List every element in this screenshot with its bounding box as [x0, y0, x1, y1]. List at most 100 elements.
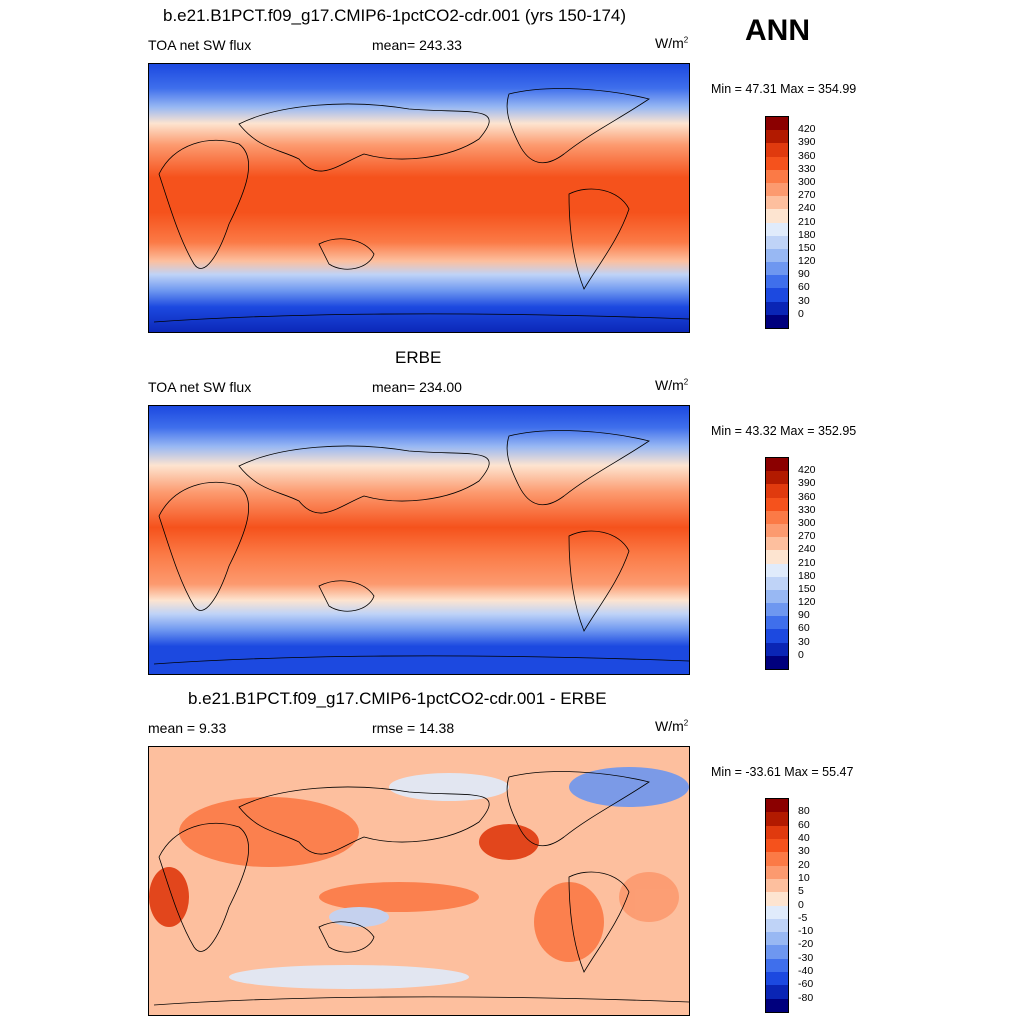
colorbar-tick-label: 210 — [798, 556, 816, 569]
colorbar-swatch — [766, 812, 788, 826]
panel1-mean-label: mean= 243.33 — [372, 37, 462, 53]
colorbar-swatch — [766, 629, 788, 643]
colorbar-swatch — [766, 182, 788, 197]
colorbar-tick-label: 10 — [798, 871, 810, 884]
colorbar-tick-label: 210 — [798, 215, 816, 228]
colorbar-tick-label: 20 — [798, 858, 810, 871]
colorbar-swatch — [766, 998, 788, 1012]
panel2-units-label: W/m2 — [655, 377, 689, 393]
colorbar-tick-label: -20 — [798, 938, 814, 951]
panel3-rmse-label: rmse = 14.38 — [372, 720, 455, 736]
colorbar-swatch — [766, 576, 788, 590]
colorbar-swatch — [766, 235, 788, 249]
colorbar-swatch — [766, 222, 788, 236]
colorbar-tick-label: 180 — [798, 569, 816, 582]
colorbar-swatch — [766, 825, 788, 839]
panel3-title: b.e21.B1PCT.f09_g17.CMIP6-1pctCO2-cdr.00… — [188, 689, 607, 708]
colorbar-swatch — [766, 458, 788, 472]
colorbar-tick-label: 240 — [798, 202, 816, 215]
colorbar-swatch — [766, 985, 788, 999]
colorbar-tick-label: 90 — [798, 268, 810, 281]
colorbar-swatch — [766, 143, 788, 157]
colorbar-swatch — [766, 958, 788, 973]
colorbar-swatch — [766, 563, 788, 577]
colorbar-swatch — [766, 838, 788, 853]
panel3-colorbar — [765, 798, 789, 1013]
colorbar-swatch — [766, 918, 788, 933]
colorbar-swatch — [766, 510, 788, 524]
colorbar-tick-label: -80 — [798, 991, 814, 1004]
panel2-map — [148, 405, 690, 675]
colorbar-tick-label: 270 — [798, 189, 816, 202]
panel3-mean-label: mean = 9.33 — [148, 720, 227, 736]
panel1-minmax: Min = 47.31 Max = 354.99 — [711, 82, 857, 96]
panel1-units-label: W/m2 — [655, 35, 689, 51]
colorbar-tick-label: 30 — [798, 294, 810, 307]
colorbar-swatch — [766, 497, 788, 511]
colorbar-swatch — [766, 865, 788, 879]
colorbar-tick-label: 180 — [798, 228, 816, 241]
colorbar-tick-label: -30 — [798, 951, 814, 964]
panel3-map — [148, 746, 690, 1016]
panel3-units-label: W/m2 — [655, 718, 689, 734]
colorbar-tick-label: 80 — [798, 805, 810, 818]
colorbar-tick-label: 150 — [798, 241, 816, 254]
colorbar-swatch — [766, 471, 788, 485]
colorbar-tick-label: -40 — [798, 965, 814, 978]
colorbar-tick-label: 0 — [798, 898, 804, 911]
colorbar-tick-label: 300 — [798, 175, 816, 188]
colorbar-tick-label: 150 — [798, 582, 816, 595]
colorbar-swatch — [766, 537, 788, 551]
colorbar-swatch — [766, 589, 788, 604]
colorbar-swatch — [766, 616, 788, 630]
panel2-mean-label: mean= 234.00 — [372, 379, 462, 395]
colorbar-tick-label: 40 — [798, 831, 810, 844]
colorbar-tick-label: -10 — [798, 925, 814, 938]
colorbar-tick-label: 420 — [798, 123, 816, 136]
colorbar-tick-label: 270 — [798, 530, 816, 543]
panel2-colorbar — [765, 457, 789, 670]
colorbar-swatch — [766, 130, 788, 144]
colorbar-swatch — [766, 523, 788, 538]
panel2-minmax: Min = 43.32 Max = 352.95 — [711, 424, 857, 438]
colorbar-swatch — [766, 945, 788, 959]
colorbar-tick-label: 360 — [798, 490, 816, 503]
colorbar-swatch — [766, 288, 788, 302]
colorbar-tick-label: 60 — [798, 281, 810, 294]
colorbar-swatch — [766, 169, 788, 183]
colorbar-tick-label: 120 — [798, 255, 816, 268]
colorbar-tick-label: 5 — [798, 885, 804, 898]
colorbar-tick-label: -5 — [798, 911, 808, 924]
colorbar-tick-label: 360 — [798, 149, 816, 162]
panel2-title: ERBE — [395, 348, 442, 367]
colorbar-swatch — [766, 484, 788, 498]
colorbar-tick-label: 0 — [798, 648, 804, 661]
colorbar-swatch — [766, 314, 788, 328]
panel3-minmax: Min = -33.61 Max = 55.47 — [711, 765, 854, 779]
colorbar-swatch — [766, 248, 788, 263]
colorbar-swatch — [766, 799, 788, 813]
colorbar-tick-label: -60 — [798, 978, 814, 991]
panel1-colorbar — [765, 116, 789, 329]
colorbar-swatch — [766, 892, 788, 906]
colorbar-swatch — [766, 262, 788, 276]
colorbar-swatch — [766, 550, 788, 564]
colorbar-tick-label: 300 — [798, 516, 816, 529]
colorbar-swatch — [766, 156, 788, 170]
colorbar-swatch — [766, 932, 788, 946]
colorbar-swatch — [766, 655, 788, 669]
colorbar-tick-label: 30 — [798, 845, 810, 858]
colorbar-swatch — [766, 642, 788, 656]
colorbar-tick-label: 0 — [798, 307, 804, 320]
panel1-variable-label: TOA net SW flux — [148, 37, 252, 53]
colorbar-swatch — [766, 275, 788, 289]
colorbar-swatch — [766, 603, 788, 617]
season-label: ANN — [745, 14, 810, 47]
colorbar-tick-label: 240 — [798, 543, 816, 556]
colorbar-tick-label: 330 — [798, 162, 816, 175]
colorbar-tick-label: 420 — [798, 464, 816, 477]
colorbar-swatch — [766, 905, 788, 919]
colorbar-tick-label: 390 — [798, 136, 816, 149]
colorbar-swatch — [766, 209, 788, 223]
colorbar-tick-label: 30 — [798, 635, 810, 648]
